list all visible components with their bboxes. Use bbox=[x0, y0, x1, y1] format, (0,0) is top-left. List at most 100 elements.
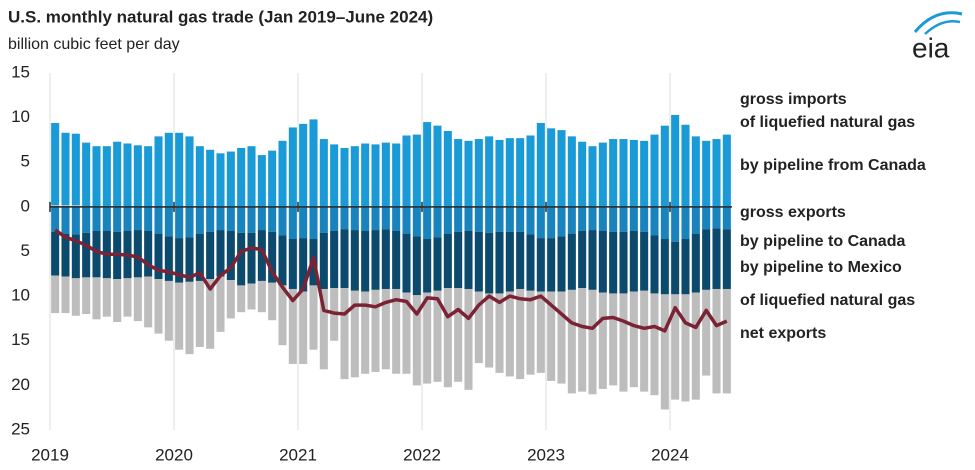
bar bbox=[464, 230, 473, 289]
y-tick-label: 25 bbox=[11, 419, 30, 438]
bar bbox=[175, 132, 184, 206]
x-tick-label: 2020 bbox=[155, 445, 193, 464]
bar bbox=[195, 233, 204, 281]
bar bbox=[288, 288, 297, 364]
chart-title: U.S. monthly natural gas trade (Jan 2019… bbox=[8, 7, 433, 26]
bar bbox=[722, 134, 731, 206]
bar bbox=[350, 206, 359, 231]
bar bbox=[412, 206, 421, 237]
bar bbox=[526, 135, 535, 206]
bar bbox=[175, 238, 184, 283]
bar bbox=[412, 236, 421, 296]
chart-subtitle: billion cubic feet per day bbox=[8, 36, 180, 53]
bar bbox=[257, 280, 266, 313]
bar bbox=[660, 294, 669, 410]
bar bbox=[567, 233, 576, 290]
bar bbox=[102, 146, 111, 206]
bar bbox=[299, 123, 308, 206]
bar bbox=[216, 206, 225, 231]
bar bbox=[536, 122, 545, 206]
bar bbox=[433, 290, 442, 382]
bar bbox=[547, 206, 556, 239]
line bbox=[54, 228, 728, 333]
bar bbox=[650, 134, 659, 206]
bar bbox=[578, 206, 587, 231]
bar bbox=[640, 206, 649, 232]
bar bbox=[505, 231, 514, 292]
bar bbox=[681, 124, 690, 206]
bar bbox=[598, 142, 607, 206]
bar bbox=[474, 291, 483, 364]
bar bbox=[257, 155, 266, 206]
bar bbox=[361, 230, 370, 292]
bar bbox=[660, 206, 669, 240]
bar bbox=[526, 234, 535, 291]
bar bbox=[464, 140, 473, 206]
bar bbox=[454, 231, 463, 289]
bar bbox=[237, 206, 246, 233]
bar bbox=[619, 293, 628, 392]
bar bbox=[350, 146, 359, 206]
bar bbox=[536, 238, 545, 292]
bar bbox=[464, 206, 473, 231]
bar bbox=[557, 236, 566, 292]
bar bbox=[144, 146, 153, 206]
bar bbox=[175, 282, 184, 350]
bar bbox=[330, 230, 339, 289]
bar bbox=[423, 206, 432, 240]
bar bbox=[702, 206, 711, 230]
bar bbox=[485, 232, 494, 294]
bar bbox=[392, 230, 401, 289]
bar bbox=[268, 150, 277, 206]
bar bbox=[237, 285, 246, 313]
y-tick-label: 20 bbox=[11, 375, 30, 394]
bar bbox=[629, 291, 638, 388]
bar bbox=[722, 229, 731, 289]
bar bbox=[671, 241, 680, 295]
bar bbox=[567, 289, 576, 394]
bar bbox=[61, 233, 70, 277]
bar bbox=[51, 205, 60, 207]
bar bbox=[216, 276, 225, 332]
bar bbox=[536, 206, 545, 239]
bar bbox=[113, 279, 122, 323]
bar bbox=[526, 290, 535, 375]
bar bbox=[82, 232, 91, 278]
bar bbox=[392, 143, 401, 206]
logo: eia bbox=[912, 11, 963, 63]
bar bbox=[712, 206, 721, 229]
bar bbox=[278, 285, 287, 346]
bar bbox=[702, 229, 711, 290]
logo-arc bbox=[924, 20, 961, 35]
bar bbox=[195, 206, 204, 234]
bar bbox=[226, 280, 235, 319]
bar bbox=[92, 206, 101, 231]
bar bbox=[547, 238, 556, 292]
bar bbox=[702, 289, 711, 376]
bar bbox=[206, 206, 215, 232]
bar bbox=[164, 280, 173, 341]
bar bbox=[588, 206, 597, 231]
bar bbox=[443, 233, 452, 289]
bar bbox=[640, 231, 649, 291]
bar bbox=[722, 206, 731, 230]
x-tick-label: 2019 bbox=[31, 445, 69, 464]
legend-label: by pipeline from Canada bbox=[740, 157, 926, 174]
bar bbox=[185, 206, 194, 238]
bar bbox=[402, 135, 411, 206]
bar bbox=[671, 294, 680, 400]
bar bbox=[412, 134, 421, 206]
legend-label: of liquefied natural gas bbox=[740, 292, 915, 309]
bar bbox=[350, 290, 359, 378]
bar bbox=[660, 125, 669, 206]
bar bbox=[557, 206, 566, 237]
bar bbox=[319, 288, 328, 370]
bar bbox=[309, 285, 318, 350]
bar bbox=[423, 239, 432, 293]
bar bbox=[247, 232, 256, 284]
bar bbox=[185, 237, 194, 282]
bar bbox=[381, 288, 390, 370]
bar bbox=[154, 136, 163, 206]
logo-text: eia bbox=[912, 32, 950, 63]
legend-label: of liquefied natural gas bbox=[740, 114, 915, 131]
